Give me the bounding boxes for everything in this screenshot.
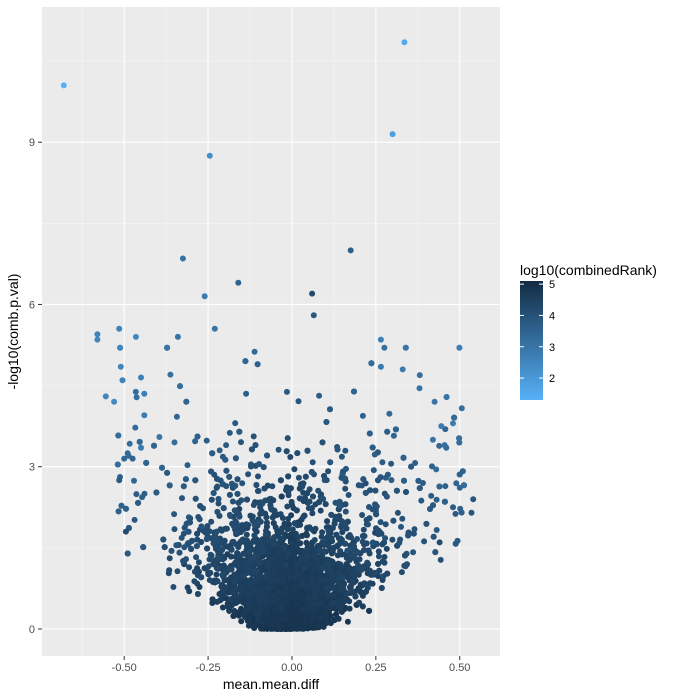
data-point	[269, 598, 276, 605]
data-point	[310, 613, 317, 620]
data-point	[318, 591, 325, 598]
data-point	[282, 586, 289, 593]
data-point	[287, 616, 294, 623]
data-point	[320, 623, 327, 630]
data-point	[344, 618, 351, 625]
data-point	[219, 604, 226, 611]
data-point	[274, 619, 281, 626]
data-point	[245, 622, 252, 629]
data-point	[242, 608, 249, 614]
data-point	[309, 601, 316, 608]
data-point	[287, 621, 294, 628]
data-point	[258, 625, 265, 632]
data-point	[274, 589, 281, 596]
data-point	[299, 607, 306, 614]
data-point	[301, 618, 308, 625]
data-point	[282, 617, 289, 624]
data-point	[314, 601, 321, 608]
data-point	[317, 615, 324, 622]
data-point	[323, 618, 330, 625]
data-point	[267, 620, 274, 627]
data-point	[269, 625, 276, 632]
data-point	[263, 610, 270, 617]
data-point	[277, 604, 284, 611]
data-point	[304, 594, 311, 601]
data-point	[290, 584, 297, 591]
data-points-dense	[114, 344, 467, 632]
data-point	[231, 608, 238, 614]
data-point	[294, 625, 300, 632]
data-point	[238, 618, 245, 625]
data-point	[252, 622, 259, 629]
data-point	[259, 619, 266, 626]
data-point	[254, 616, 261, 623]
data-point	[241, 613, 248, 620]
data-point	[299, 624, 306, 631]
data-point	[322, 612, 329, 619]
data-point	[335, 615, 342, 622]
data-point	[298, 592, 305, 599]
data-point	[366, 607, 373, 614]
